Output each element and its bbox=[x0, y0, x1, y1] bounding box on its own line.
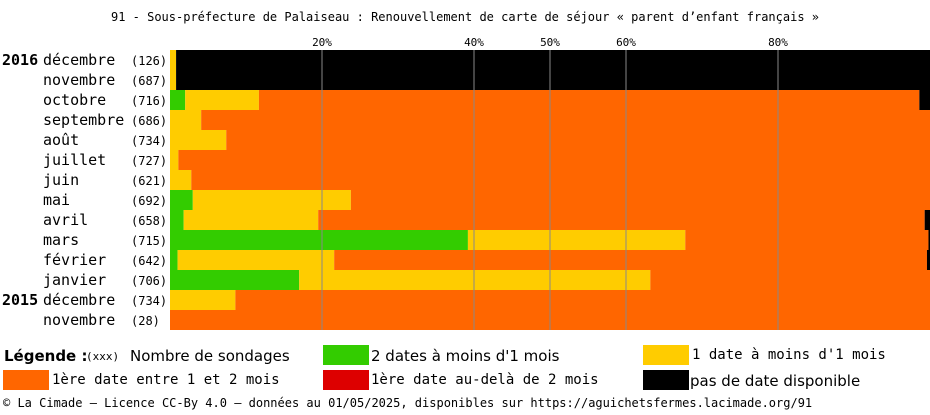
month-label: décembre bbox=[43, 291, 115, 309]
bar-segment bbox=[185, 90, 259, 110]
month-label: août bbox=[43, 131, 79, 149]
legend-label-no-date: pas de date disponible bbox=[690, 372, 861, 390]
legend-swatch-one-date bbox=[643, 345, 689, 365]
bar-segment bbox=[170, 70, 177, 90]
bar-segment bbox=[170, 250, 178, 270]
month-label: novembre bbox=[43, 311, 115, 329]
bar-segment bbox=[685, 230, 929, 250]
legend-swatch-two-dates bbox=[323, 345, 369, 365]
month-label: juin bbox=[43, 171, 79, 189]
month-label: novembre bbox=[43, 71, 115, 89]
bar-segment bbox=[318, 210, 925, 230]
bar-segment bbox=[258, 90, 920, 110]
survey-count-label: (658) bbox=[131, 214, 167, 228]
month-label: septembre bbox=[43, 111, 124, 129]
year-label: 2016 bbox=[2, 51, 38, 69]
bar-segment bbox=[178, 150, 930, 170]
bar-segment bbox=[170, 50, 177, 70]
bar-segment bbox=[170, 110, 202, 130]
bar-segment bbox=[170, 130, 227, 150]
bar-segment bbox=[176, 50, 930, 70]
stacked-bar-chart: 20% 40% 50% 60% 80% 2016 décembre (126) novembre… bbox=[2, 36, 930, 330]
month-label: mai bbox=[43, 191, 70, 209]
bar-segment bbox=[334, 250, 927, 270]
bar-segment bbox=[650, 270, 930, 290]
bar-segment bbox=[170, 150, 179, 170]
x-tick-label: 60% bbox=[616, 36, 636, 49]
x-tick-label: 80% bbox=[768, 36, 788, 49]
survey-count-label: (126) bbox=[131, 54, 167, 68]
bar-segment bbox=[350, 190, 930, 210]
legend-title: Légende : bbox=[4, 347, 88, 365]
x-tick-label: 40% bbox=[464, 36, 484, 49]
month-label: octobre bbox=[43, 91, 106, 109]
survey-count-label: (687) bbox=[131, 74, 167, 88]
bar-segment bbox=[170, 190, 193, 210]
survey-count-label: (715) bbox=[131, 234, 167, 248]
survey-count-label: (686) bbox=[131, 114, 167, 128]
bar-segment bbox=[467, 230, 686, 250]
bar-segment bbox=[299, 270, 651, 290]
survey-count-label: (706) bbox=[131, 274, 167, 288]
bar-segment bbox=[170, 90, 186, 110]
legend-label-two-dates: 2 dates à moins d'1 mois bbox=[371, 347, 560, 365]
legend-label-one-two-months: 1ère date entre 1 et 2 mois bbox=[52, 372, 280, 388]
bar-segment bbox=[170, 170, 192, 190]
month-label: janvier bbox=[43, 271, 106, 289]
x-tick-label: 50% bbox=[540, 36, 560, 49]
legend-count-note: (xxx) bbox=[86, 350, 120, 363]
bar-segment bbox=[170, 290, 236, 310]
legend-label-one-date: 1 date à moins d'1 mois bbox=[692, 347, 886, 363]
bar-segment bbox=[924, 210, 930, 230]
month-label: mars bbox=[43, 231, 79, 249]
bar-segment bbox=[170, 270, 300, 290]
legend-swatch-no-date bbox=[643, 370, 689, 390]
bar-segment bbox=[226, 130, 930, 150]
legend-label-beyond-two-months: 1ère date au-delà de 2 mois bbox=[371, 372, 599, 388]
bar-segment bbox=[928, 230, 930, 250]
bar-segment bbox=[176, 70, 930, 90]
bar-segment bbox=[926, 250, 930, 270]
bar-segment bbox=[201, 110, 930, 130]
bar-segment bbox=[191, 170, 930, 190]
month-label: avril bbox=[43, 211, 88, 229]
survey-count-label: (716) bbox=[131, 94, 167, 108]
survey-count-label: (734) bbox=[131, 294, 167, 308]
bar-segment bbox=[919, 90, 930, 110]
legend-swatch-beyond-two-months bbox=[323, 370, 369, 390]
legend-swatch-one-two-months bbox=[3, 370, 49, 390]
bar-segment bbox=[177, 250, 335, 270]
survey-count-label: (692) bbox=[131, 194, 167, 208]
survey-count-label: (621) bbox=[131, 174, 167, 188]
survey-count-label: (28) bbox=[131, 314, 160, 328]
footer-credits: © La Cimade — Licence CC-By 4.0 — donnée… bbox=[3, 396, 813, 410]
month-label: décembre bbox=[43, 51, 115, 69]
month-label: juillet bbox=[43, 151, 106, 169]
bar-segment bbox=[192, 190, 351, 210]
bar-segment bbox=[235, 290, 930, 310]
survey-count-label: (727) bbox=[131, 154, 167, 168]
legend-count-label: Nombre de sondages bbox=[130, 347, 290, 365]
x-tick-label: 20% bbox=[312, 36, 332, 49]
month-label: février bbox=[43, 251, 106, 269]
survey-count-label: (734) bbox=[131, 134, 167, 148]
bar-segment bbox=[183, 210, 319, 230]
bar-segment bbox=[170, 230, 468, 250]
bar-segment bbox=[170, 210, 184, 230]
survey-count-label: (642) bbox=[131, 254, 167, 268]
chart-title: 91 - Sous-préfecture de Palaiseau : Reno… bbox=[110, 10, 819, 24]
year-label: 2015 bbox=[2, 291, 38, 309]
